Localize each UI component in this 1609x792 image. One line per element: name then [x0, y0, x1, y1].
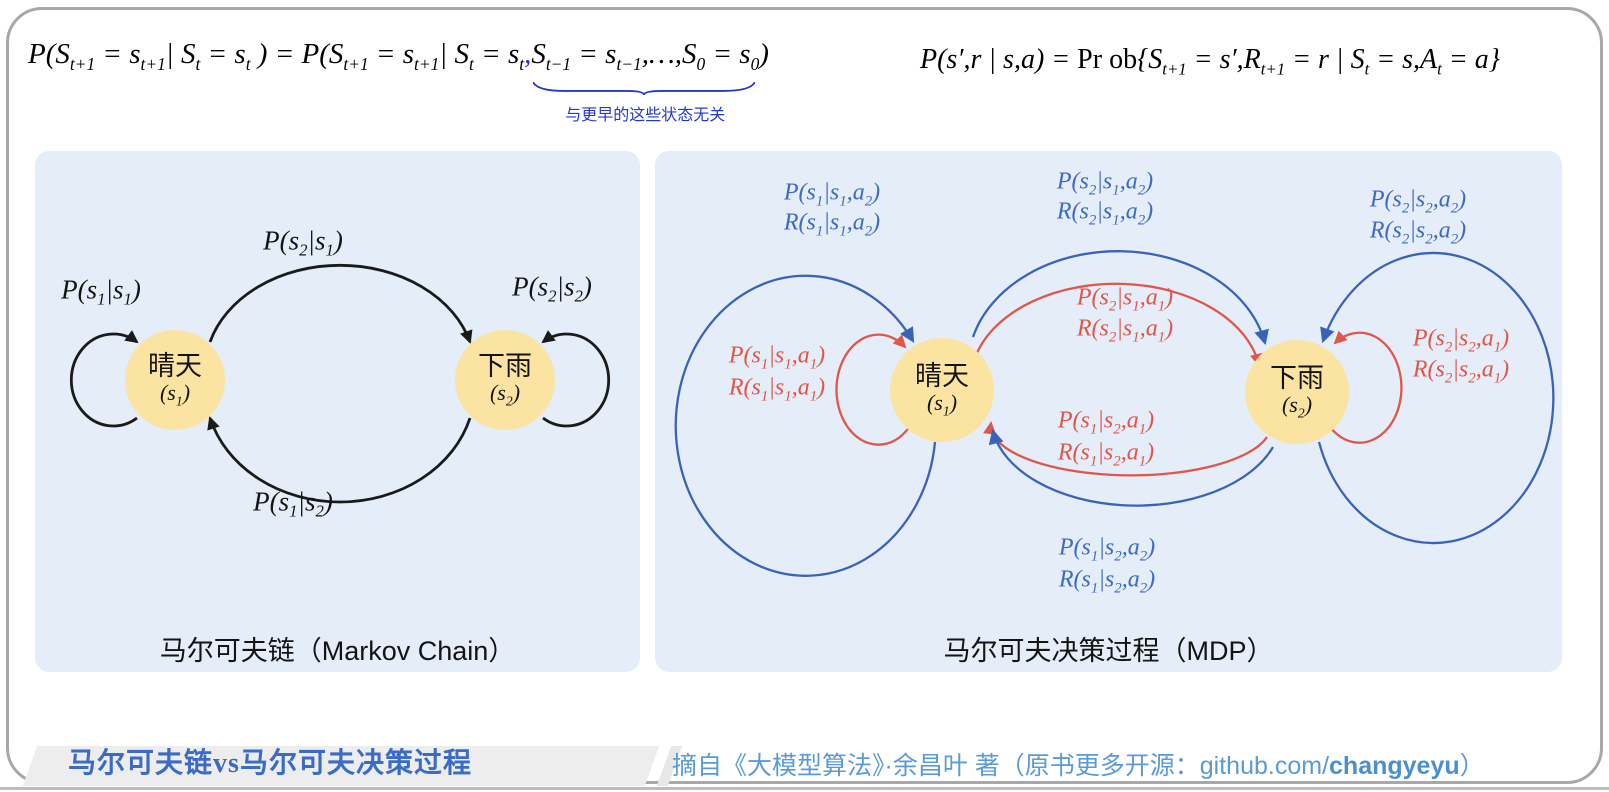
- underbrace-icon: [533, 82, 755, 95]
- mdp-formula-rhs: {St+1 = s′,Rt+1 = r | St = s,At = a}: [1137, 44, 1500, 79]
- formula-main: P(St+1 = st+1| St = st ) = P(St+1 = st+1…: [28, 38, 525, 74]
- markov-chain-panel: 晴天 (s1) 下雨 (s2) P(s1|s1) P(s2|s1) P(s2|s…: [35, 151, 640, 672]
- markov-chain-caption: 马尔可夫链（Markov Chain）: [159, 636, 516, 666]
- edge-label-s1-to-s2-a2-r: R(s2|s1,a2): [1056, 198, 1154, 229]
- state-node-sunny: 晴天 (s1): [890, 338, 994, 442]
- edge-label-s1-self-a1-p: P(s1|s1,a1): [728, 342, 826, 373]
- mdp-caption: 马尔可夫决策过程（MDP）: [943, 636, 1274, 666]
- edge-label-s2-to-s1: P(s1|s2): [253, 486, 333, 521]
- mdp-arrows: [674, 250, 1555, 577]
- s2-self-loop-a2-arrow: [1317, 251, 1555, 545]
- underbrace-note: 与更早的这些状态无关: [565, 107, 726, 124]
- s1-to-s2-arrow: [208, 263, 473, 344]
- sunny-label: 晴天: [148, 351, 202, 382]
- s2-self-loop-arrow: [541, 330, 611, 428]
- mdp-formula-prob: Pr ob: [1077, 44, 1138, 75]
- source-text: 摘自《大模型算法》·余昌叶 著（原书更多开源：github.com/: [672, 752, 1330, 780]
- edge-label-s2-self-a2-r: R(s2|s2,a2): [1369, 217, 1467, 248]
- mdp-dynamics-formula: P(s′,r | s,a) = Pr ob{St+1 = s′,Rt+1 = r…: [920, 40, 1500, 90]
- s1-self-loop-a1-arrow: [835, 333, 915, 446]
- mdp-panel: 晴天 (s1) 下雨 (s2) P(s1|s1,a2) R(s1|s1,a2) …: [655, 151, 1562, 672]
- edge-label-s2-self-a1-p: P(s2|s2,a1): [1412, 325, 1510, 356]
- rainy-symbol: (s2): [489, 380, 521, 409]
- edge-label-s1-to-s2-a2-p: P(s2|s1,a2): [1056, 168, 1154, 199]
- edge-label-s2-to-s1-a2-r: R(s1|s2,a2): [1058, 566, 1156, 597]
- state-node-sunny: 晴天 (s1): [125, 330, 225, 430]
- s2-to-s1-a2-arrow: [988, 428, 1274, 507]
- formula-close-paren: ): [759, 38, 769, 70]
- edge-label-s1-self: P(s1|s1): [61, 274, 141, 309]
- formula-braced-terms: St−1 = st−1,…,S0 = s0: [531, 38, 760, 74]
- edge-label-s2-to-s1-a1-r: R(s1|s2,a1): [1057, 439, 1155, 470]
- edge-label-s1-self-a2-r: R(s1|s1,a2): [783, 209, 881, 240]
- edge-label-s2-self: P(s2|s2): [512, 271, 592, 306]
- formula-comma-highlight: ,: [524, 38, 532, 70]
- s2-to-s1-arrow: [207, 416, 472, 504]
- mdp-formula-lhs: P(s′,r | s,a) =: [920, 44, 1078, 75]
- source-suffix: ）: [1459, 752, 1485, 780]
- bottom-rule: [0, 787, 1609, 790]
- sunny-symbol: (s1): [926, 390, 958, 419]
- edge-label-s1-to-s2-a1-r: R(s2|s1,a1): [1076, 315, 1174, 346]
- edge-label-s2-self-a2-p: P(s2|s2,a2): [1369, 186, 1467, 217]
- formula-braced-wrap: St−1 = st−1,…,S0 = s0 与更早的这些状态无关: [531, 34, 760, 124]
- rainy-label: 下雨: [1270, 363, 1324, 394]
- edge-label-s2-self-a1-r: R(s2|s2,a1): [1412, 356, 1510, 387]
- s1-self-loop-a2-arrow: [674, 274, 937, 577]
- source-github-handle: changyeyu: [1329, 752, 1460, 780]
- source-attribution: 摘自《大模型算法》·余昌叶 著（原书更多开源：github.com/changy…: [672, 748, 1485, 784]
- s1-self-loop-arrow: [69, 330, 139, 428]
- markov-chain-arrows: [69, 263, 611, 504]
- state-node-rainy: 下雨 (s2): [455, 330, 555, 430]
- edge-label-s1-to-s2: P(s2|s1): [263, 225, 343, 260]
- sunny-label: 晴天: [915, 361, 969, 392]
- edge-label-s1-self-a1-r: R(s1|s1,a1): [728, 374, 826, 405]
- edge-label-s1-self-a2-p: P(s1|s1,a2): [783, 179, 881, 210]
- markov-property-formula: P(St+1 = st+1| St = st ) = P(St+1 = st+1…: [28, 34, 769, 124]
- s1-to-s2-a2-arrow: [971, 250, 1269, 346]
- s1-to-s2-a1-arrow: [975, 282, 1263, 367]
- state-node-rainy: 下雨 (s2): [1245, 340, 1349, 444]
- rainy-symbol: (s2): [1281, 392, 1313, 421]
- edge-label-s2-to-s1-a2-p: P(s1|s2,a2): [1058, 534, 1156, 565]
- edge-label-s1-to-s2-a1-p: P(s2|s1,a1): [1076, 284, 1174, 315]
- figure-title: 马尔可夫链vs马尔可夫决策过程: [68, 748, 472, 779]
- sunny-symbol: (s1): [159, 380, 191, 409]
- s2-self-loop-a1-arrow: [1325, 330, 1403, 444]
- edge-label-s2-to-s1-a1-p: P(s1|s2,a1): [1057, 407, 1155, 438]
- rainy-label: 下雨: [478, 351, 532, 382]
